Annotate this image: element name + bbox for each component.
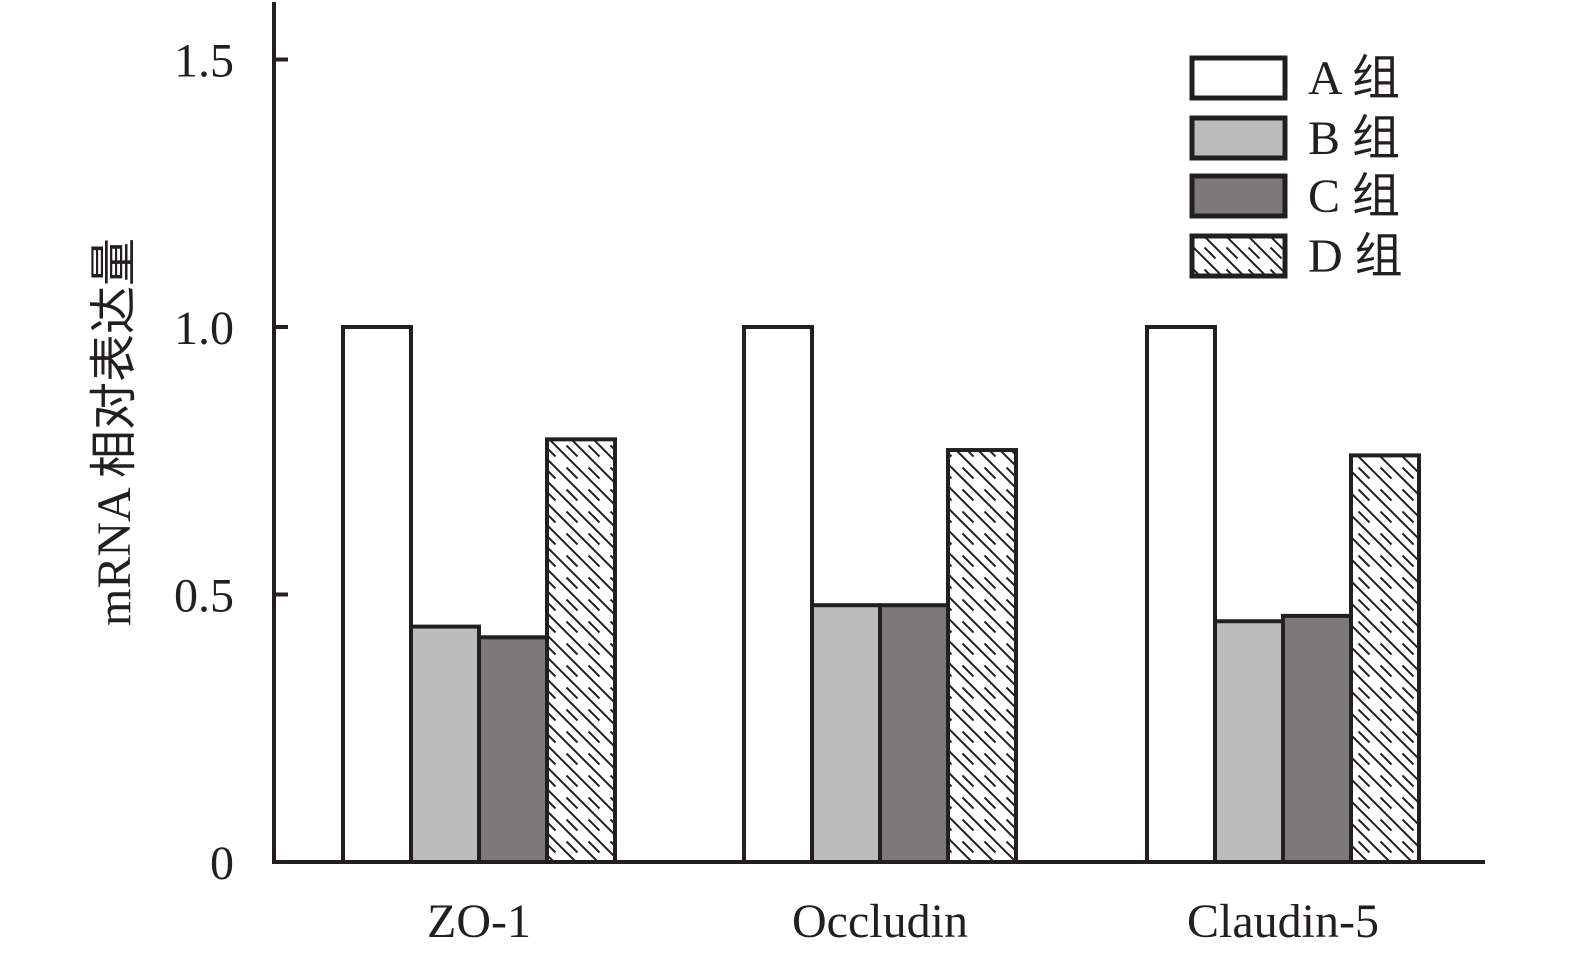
bar-4-2 [946,448,1018,864]
x-tick-label: Occludin [792,895,968,948]
y-tick-label: 1.0 [174,302,234,355]
legend-swatch-3 [1189,173,1288,219]
legend-swatch-2 [1189,115,1288,161]
bar-2-1 [409,624,481,864]
bar-4-3 [1349,453,1421,864]
bar-3-1 [477,635,549,864]
legend-swatch-4 [1189,233,1288,279]
bar-1-2 [742,325,814,864]
legend-swatch-1 [1189,55,1288,101]
legend-label-2: B 组 [1308,112,1400,165]
bar-1-3 [1145,325,1217,864]
bar-3-3 [1281,613,1353,865]
y-tick-label: 0 [210,837,234,890]
x-tick-label: Claudin-5 [1187,895,1379,948]
bar-3-2 [878,603,950,864]
bar-1-1 [341,325,413,864]
bar-2-3 [1213,619,1285,864]
y-tick-label: 0.5 [174,570,234,623]
x-tick-label: ZO-1 [427,895,531,948]
legend-label-4: D 组 [1308,230,1403,283]
legend-label-1: A 组 [1308,52,1400,105]
y-axis-label: mRNA 相对表达量 [88,238,141,626]
y-tick-label: 1.5 [174,35,234,88]
bar-4-1 [545,437,617,864]
legend-label-3: C 组 [1308,170,1400,223]
bar-2-2 [810,603,882,864]
